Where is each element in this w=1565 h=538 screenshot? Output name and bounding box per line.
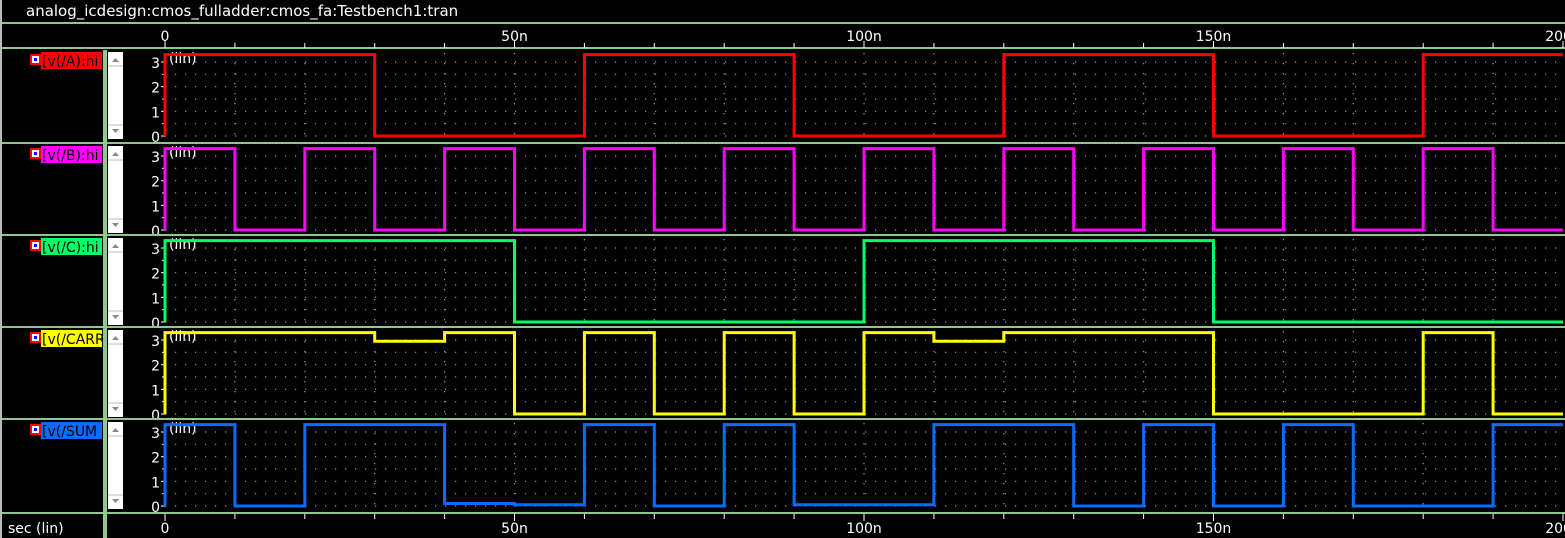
pane-separator (103, 328, 107, 420)
bottom-axis-tick-label: 200n (1545, 521, 1565, 537)
pane-separator (103, 420, 107, 512)
pane-scrollbar[interactable] (108, 238, 123, 325)
y-tick-label: 3 (151, 334, 160, 350)
trace-label-background[interactable] (41, 422, 102, 439)
checkbox-dot (34, 428, 37, 431)
y-tick-label: 3 (151, 426, 160, 442)
bottom-axis-tick-label: 100n (846, 521, 882, 537)
scroll-up-icon[interactable] (112, 336, 119, 340)
window-title: analog_icdesign:cmos_fulladder:cmos_fa:T… (26, 2, 459, 20)
trace-label-background[interactable] (41, 238, 102, 255)
y-tick-label: 2 (151, 267, 160, 283)
trace-label-background[interactable] (41, 330, 102, 347)
y-tick-label: 0 (151, 316, 160, 332)
trace-label[interactable]: [v(/C):hi (42, 240, 99, 256)
top-axis-tick-label: 100n (846, 29, 882, 45)
x-axis-label: sec (lin) (8, 521, 64, 537)
pane-scrollbar[interactable] (108, 422, 123, 509)
y-tick-label: 1 (151, 383, 160, 399)
top-axis-tick-label: 200n (1545, 29, 1565, 45)
checkbox-dot (34, 58, 37, 61)
scroll-up-icon[interactable] (112, 428, 119, 432)
bottom-axis-tick-label: 150n (1196, 521, 1232, 537)
scroll-down-icon[interactable] (112, 407, 119, 411)
scroll-down-icon[interactable] (112, 129, 119, 133)
trace-label[interactable]: [v(/SUM (42, 424, 97, 440)
checkbox-dot (34, 244, 37, 247)
scroll-down-icon[interactable] (112, 499, 119, 503)
top-axis-tick-label: 0 (161, 29, 170, 45)
pane-separator (103, 236, 107, 328)
y-tick-label: 1 (151, 291, 160, 307)
waveform-trace-3[interactable] (163, 331, 1563, 416)
top-axis-tick-label: 50n (501, 29, 528, 45)
scroll-up-icon[interactable] (112, 244, 119, 248)
y-tick-label: 3 (151, 242, 160, 258)
trace-label-background[interactable] (41, 146, 102, 163)
waveform-trace-2[interactable] (163, 239, 1563, 324)
pane-separator (103, 50, 107, 142)
pane-separator (103, 144, 107, 236)
waveform-trace-4[interactable] (163, 423, 1563, 508)
waveform-trace-1[interactable] (163, 147, 1563, 232)
bottom-axis-tick-label: 0 (161, 521, 170, 537)
waveform-trace-0[interactable] (163, 53, 1563, 138)
y-tick-label: 2 (151, 175, 160, 191)
checkbox-dot (34, 336, 37, 339)
y-tick-label: 2 (151, 359, 160, 375)
scroll-up-icon[interactable] (112, 58, 119, 62)
bottom-axis-tick-label: 50n (501, 521, 528, 537)
trace-label-background[interactable] (41, 52, 102, 69)
y-tick-label: 0 (151, 130, 160, 146)
y-tick-label: 2 (151, 451, 160, 467)
checkbox-dot (34, 152, 37, 155)
pane-scrollbar[interactable] (108, 146, 123, 233)
y-tick-label: 1 (151, 105, 160, 121)
pane-scrollbar[interactable] (108, 330, 123, 417)
scroll-down-icon[interactable] (112, 315, 119, 319)
trace-label[interactable]: [v(/B):hi (42, 148, 98, 164)
top-axis-tick-label: 150n (1196, 29, 1232, 45)
y-tick-label: 1 (151, 475, 160, 491)
pane-scrollbar[interactable] (108, 52, 123, 139)
y-tick-label: 0 (151, 224, 160, 240)
y-tick-label: 2 (151, 81, 160, 97)
window-title-bar: analog_icdesign:cmos_fulladder:cmos_fa:T… (0, 0, 1565, 24)
scroll-down-icon[interactable] (112, 223, 119, 227)
trace-label[interactable]: [v(/A):hi (42, 54, 98, 70)
pane-separator (103, 513, 107, 538)
scroll-up-icon[interactable] (112, 152, 119, 156)
y-tick-label: 3 (151, 56, 160, 72)
trace-label[interactable]: [v(/CARRY (42, 332, 113, 348)
y-tick-label: 0 (151, 500, 160, 516)
y-tick-label: 3 (151, 150, 160, 166)
y-tick-label: 0 (151, 408, 160, 424)
y-tick-label: 1 (151, 199, 160, 215)
